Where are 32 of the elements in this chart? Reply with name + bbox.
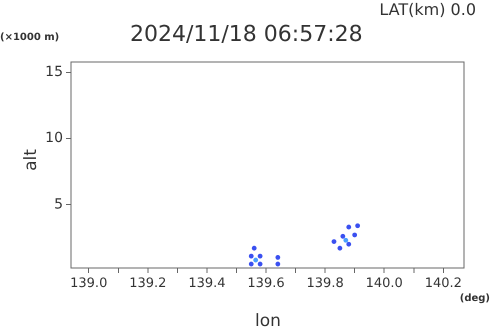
x-tick-label: 139.6 <box>247 276 285 292</box>
chart-title: 2024/11/18 06:57:28 <box>130 22 363 47</box>
x-tick-label: 139.8 <box>306 276 344 292</box>
point <box>248 254 254 259</box>
point <box>343 238 348 243</box>
chart-subtitle: LAT(km) 0.0 <box>379 0 476 19</box>
text: (deg) <box>460 293 490 304</box>
point <box>337 246 342 251</box>
x-tick-label: 139.2 <box>129 276 166 292</box>
point <box>340 234 346 239</box>
point <box>258 262 263 266</box>
x-tick-label: 139.0 <box>70 276 108 292</box>
point <box>355 223 360 228</box>
text: (×1000 m) <box>0 32 60 43</box>
y-axis-title: alt <box>20 149 41 171</box>
x-tick-label: 140.0 <box>366 276 403 292</box>
point <box>252 246 257 251</box>
point <box>258 254 263 259</box>
y-tick-label: 5 <box>54 196 63 212</box>
point <box>332 239 336 244</box>
y-tick-label: 15 <box>45 64 63 80</box>
point <box>275 255 280 260</box>
point <box>248 262 254 266</box>
point <box>346 224 352 230</box>
point <box>253 258 258 262</box>
point <box>275 262 280 266</box>
point <box>352 232 358 238</box>
y-tick-label: 10 <box>45 130 63 146</box>
point <box>346 242 352 247</box>
x-tick-label: 139.4 <box>188 276 226 292</box>
x-axis-title: lon <box>255 311 281 331</box>
x-tick-label: 140.2 <box>424 276 462 292</box>
